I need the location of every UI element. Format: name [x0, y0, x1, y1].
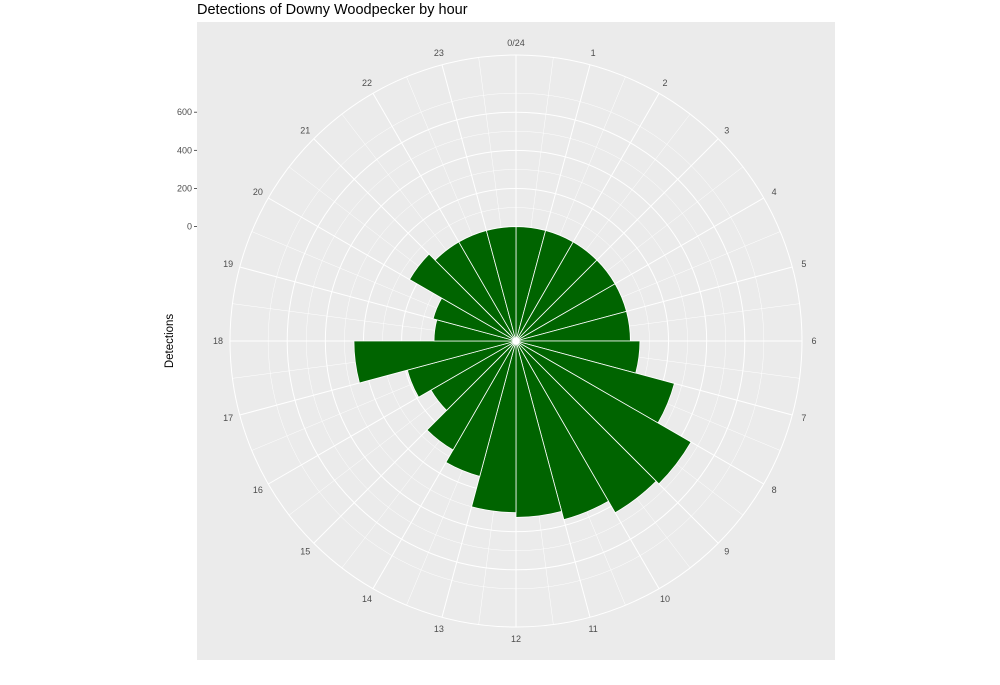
hour-label: 8 — [772, 485, 777, 495]
hour-label: 23 — [434, 48, 444, 58]
bar-hour-14 — [426, 340, 517, 451]
hour-label: 14 — [362, 594, 372, 604]
hour-label: 22 — [362, 78, 372, 88]
hour-label: 15 — [300, 547, 310, 557]
y-tick-label: 400 — [177, 145, 192, 155]
y-axis-title: Detections — [164, 314, 176, 369]
hour-labels: 0/24123456789101112131415161718192021222… — [213, 38, 817, 644]
y-axis: Detections 0 200 400 600 — [164, 107, 197, 368]
bar-hour-8 — [515, 340, 692, 485]
chart-title: Detections of Downy Woodpecker by hour — [197, 2, 468, 18]
hour-label: 4 — [772, 187, 777, 197]
bar-hour-13 — [445, 340, 517, 477]
hour-label: 0/24 — [507, 38, 525, 48]
hour-label: 12 — [511, 634, 521, 644]
hour-label: 16 — [253, 485, 263, 495]
bars — [353, 226, 692, 521]
bar-hour-20 — [408, 253, 517, 342]
y-tick-label: 600 — [177, 107, 192, 117]
hour-label: 17 — [223, 413, 233, 423]
hour-label: 13 — [434, 624, 444, 634]
hour-label: 6 — [811, 336, 816, 346]
hour-label: 20 — [253, 187, 263, 197]
hour-label: 21 — [300, 125, 310, 135]
hour-label: 19 — [223, 259, 233, 269]
hour-label: 9 — [724, 547, 729, 557]
hour-label: 1 — [591, 48, 596, 58]
y-tick-label: 200 — [177, 183, 192, 193]
bar-hour-11 — [515, 340, 563, 518]
hour-label: 2 — [662, 78, 667, 88]
bar-hour-17 — [353, 340, 517, 384]
hour-label: 11 — [588, 624, 597, 634]
bar-hour-23 — [485, 226, 517, 342]
y-tick-label: 0 — [187, 222, 192, 232]
hour-label: 3 — [724, 125, 729, 135]
hour-label: 7 — [801, 413, 806, 423]
hour-label: 18 — [213, 336, 223, 346]
bar-hour-9 — [515, 340, 657, 514]
bar-hour-10 — [515, 340, 610, 521]
hour-label: 5 — [801, 259, 806, 269]
hour-label: 10 — [660, 594, 670, 604]
